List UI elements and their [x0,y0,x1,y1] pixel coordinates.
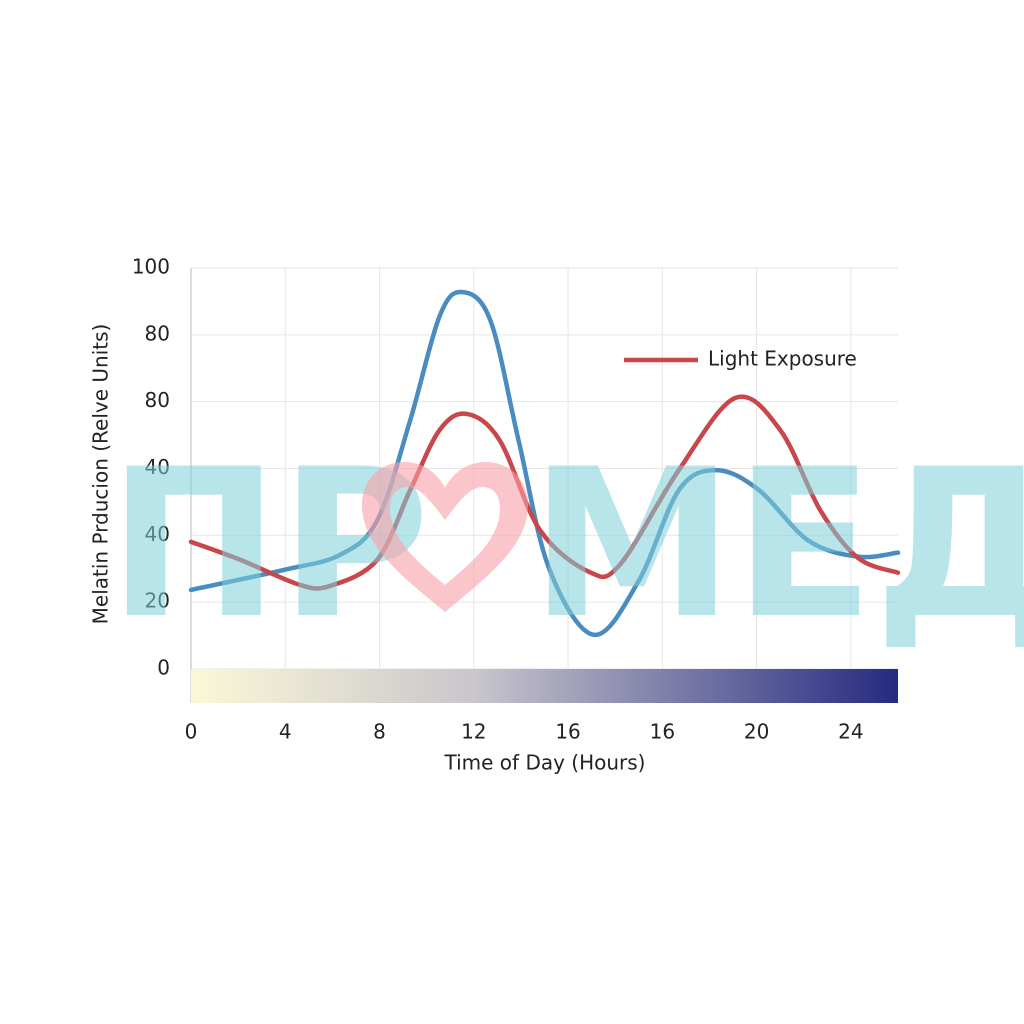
y-tick-label: 40 [145,522,170,546]
y-tick-label: 80 [145,388,170,412]
day-night-bar [191,669,898,703]
y-axis-label: Melatin Prducion (Relve Units) [89,324,113,625]
watermark-heart [362,462,528,612]
y-tick-label: 80 [145,321,170,345]
y-tick-label: 40 [145,455,170,479]
x-tick-label: 16 [555,720,580,744]
series-line [188,394,901,591]
y-tick-label: 20 [145,589,170,613]
y-tick-label: 0 [157,655,170,679]
legend-label: Light Exposure [708,347,857,371]
x-tick-label: 24 [838,720,863,744]
x-axis-label: Time of Day (Hours) [444,751,646,775]
x-tick-label: 12 [461,720,486,744]
y-tick-label: 100 [132,255,170,279]
x-tick-label: 4 [279,720,292,744]
x-tick-label: 16 [650,720,675,744]
x-tick-label: 20 [744,720,769,744]
x-tick-label: 0 [185,720,198,744]
watermark: МЕД [530,426,1024,664]
x-tick-label: 8 [373,720,386,744]
